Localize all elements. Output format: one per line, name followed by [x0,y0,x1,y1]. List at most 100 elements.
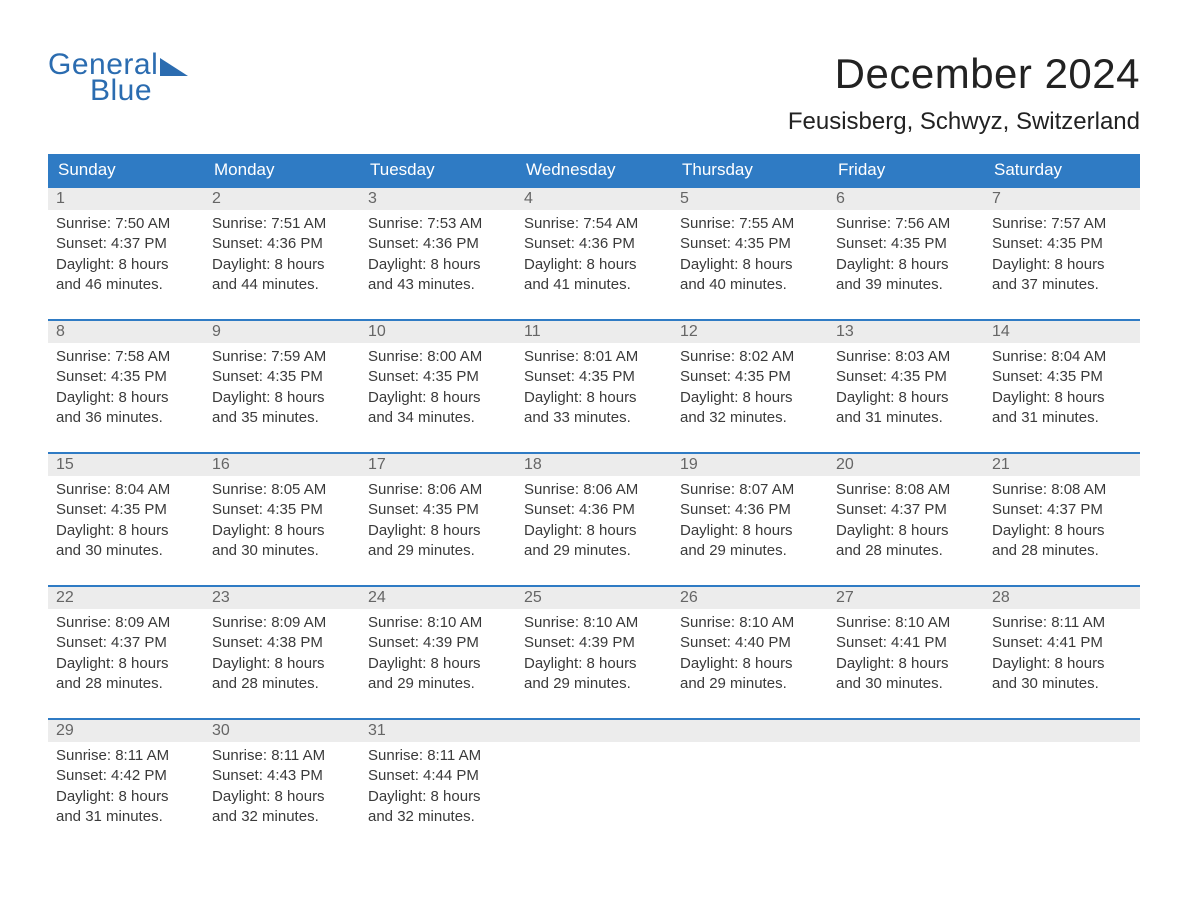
cell-sunrise: Sunrise: 8:11 AM [212,746,352,766]
cell-d2: and 30 minutes. [992,674,1132,694]
calendar-cell: Sunrise: 7:58 AMSunset: 4:35 PMDaylight:… [48,343,204,434]
cell-d1: Daylight: 8 hours [992,654,1132,674]
cell-d2: and 30 minutes. [212,541,352,561]
calendar-cell: Sunrise: 8:10 AMSunset: 4:40 PMDaylight:… [672,609,828,700]
cell-sunset: Sunset: 4:35 PM [56,500,196,520]
date-number: 20 [828,454,984,476]
cell-sunrise: Sunrise: 8:08 AM [836,480,976,500]
cell-d2: and 30 minutes. [56,541,196,561]
date-number: 15 [48,454,204,476]
date-number: 21 [984,454,1140,476]
date-number: 4 [516,188,672,210]
date-number: 18 [516,454,672,476]
cell-d1: Daylight: 8 hours [56,654,196,674]
date-row: 22232425262728 [48,587,1140,609]
page-title: December 2024 [788,50,1140,98]
calendar-cell: Sunrise: 8:05 AMSunset: 4:35 PMDaylight:… [204,476,360,567]
calendar-week: 15161718192021Sunrise: 8:04 AMSunset: 4:… [48,452,1140,567]
cell-d2: and 37 minutes. [992,275,1132,295]
date-number: 17 [360,454,516,476]
cell-sunset: Sunset: 4:39 PM [524,633,664,653]
cell-d1: Daylight: 8 hours [212,255,352,275]
cell-sunset: Sunset: 4:35 PM [212,500,352,520]
cell-sunset: Sunset: 4:35 PM [680,234,820,254]
cell-sunrise: Sunrise: 8:02 AM [680,347,820,367]
cell-sunset: Sunset: 4:36 PM [212,234,352,254]
cell-d1: Daylight: 8 hours [836,521,976,541]
cell-d2: and 40 minutes. [680,275,820,295]
cell-d1: Daylight: 8 hours [680,654,820,674]
cell-sunset: Sunset: 4:35 PM [836,234,976,254]
cell-sunset: Sunset: 4:37 PM [56,234,196,254]
day-header: Monday [204,154,360,186]
date-number [828,720,984,742]
cell-d1: Daylight: 8 hours [992,255,1132,275]
cell-d1: Daylight: 8 hours [680,388,820,408]
cell-d2: and 28 minutes. [836,541,976,561]
calendar-cell [516,742,672,833]
cell-sunrise: Sunrise: 8:06 AM [524,480,664,500]
cell-d2: and 32 minutes. [212,807,352,827]
cell-d1: Daylight: 8 hours [524,521,664,541]
cell-sunrise: Sunrise: 7:57 AM [992,214,1132,234]
calendar-cell: Sunrise: 7:53 AMSunset: 4:36 PMDaylight:… [360,210,516,301]
day-header: Friday [828,154,984,186]
cell-sunset: Sunset: 4:44 PM [368,766,508,786]
date-number [672,720,828,742]
cell-sunrise: Sunrise: 8:09 AM [212,613,352,633]
date-number: 3 [360,188,516,210]
cell-d1: Daylight: 8 hours [212,521,352,541]
cell-d1: Daylight: 8 hours [212,654,352,674]
cell-d1: Daylight: 8 hours [212,787,352,807]
cell-sunrise: Sunrise: 8:03 AM [836,347,976,367]
calendar-cell: Sunrise: 8:10 AMSunset: 4:41 PMDaylight:… [828,609,984,700]
date-number: 16 [204,454,360,476]
calendar-cell: Sunrise: 8:01 AMSunset: 4:35 PMDaylight:… [516,343,672,434]
date-number: 24 [360,587,516,609]
date-number: 1 [48,188,204,210]
calendar-cell: Sunrise: 8:06 AMSunset: 4:36 PMDaylight:… [516,476,672,567]
date-number: 19 [672,454,828,476]
cell-sunset: Sunset: 4:35 PM [368,500,508,520]
cell-sunrise: Sunrise: 8:05 AM [212,480,352,500]
cell-sunrise: Sunrise: 8:01 AM [524,347,664,367]
cell-sunrise: Sunrise: 7:55 AM [680,214,820,234]
calendar-cell: Sunrise: 8:10 AMSunset: 4:39 PMDaylight:… [360,609,516,700]
cell-d1: Daylight: 8 hours [524,255,664,275]
calendar-cell: Sunrise: 7:55 AMSunset: 4:35 PMDaylight:… [672,210,828,301]
cell-sunset: Sunset: 4:41 PM [836,633,976,653]
cell-sunrise: Sunrise: 7:58 AM [56,347,196,367]
cell-sunset: Sunset: 4:37 PM [56,633,196,653]
date-number: 5 [672,188,828,210]
cell-sunset: Sunset: 4:41 PM [992,633,1132,653]
header: General Blue December 2024 Feusisberg, S… [48,50,1140,136]
date-number [984,720,1140,742]
date-row: 1234567 [48,188,1140,210]
cell-d1: Daylight: 8 hours [836,654,976,674]
cell-d2: and 30 minutes. [836,674,976,694]
cell-sunset: Sunset: 4:39 PM [368,633,508,653]
cell-d2: and 35 minutes. [212,408,352,428]
calendar-week: 293031Sunrise: 8:11 AMSunset: 4:42 PMDay… [48,718,1140,833]
day-header: Wednesday [516,154,672,186]
cell-sunset: Sunset: 4:36 PM [680,500,820,520]
calendar-cell [828,742,984,833]
cell-d2: and 39 minutes. [836,275,976,295]
date-number: 7 [984,188,1140,210]
cell-d1: Daylight: 8 hours [368,654,508,674]
calendar-cell: Sunrise: 8:09 AMSunset: 4:37 PMDaylight:… [48,609,204,700]
cell-sunset: Sunset: 4:37 PM [992,500,1132,520]
cell-d2: and 29 minutes. [524,541,664,561]
date-row: 891011121314 [48,321,1140,343]
cell-sunrise: Sunrise: 7:51 AM [212,214,352,234]
cell-d1: Daylight: 8 hours [368,787,508,807]
cell-sunrise: Sunrise: 8:11 AM [368,746,508,766]
date-number: 26 [672,587,828,609]
cell-sunrise: Sunrise: 7:59 AM [212,347,352,367]
cell-d1: Daylight: 8 hours [56,388,196,408]
cell-sunset: Sunset: 4:35 PM [680,367,820,387]
cell-d2: and 41 minutes. [524,275,664,295]
cell-sunset: Sunset: 4:35 PM [56,367,196,387]
cell-sunset: Sunset: 4:42 PM [56,766,196,786]
cell-d1: Daylight: 8 hours [524,654,664,674]
